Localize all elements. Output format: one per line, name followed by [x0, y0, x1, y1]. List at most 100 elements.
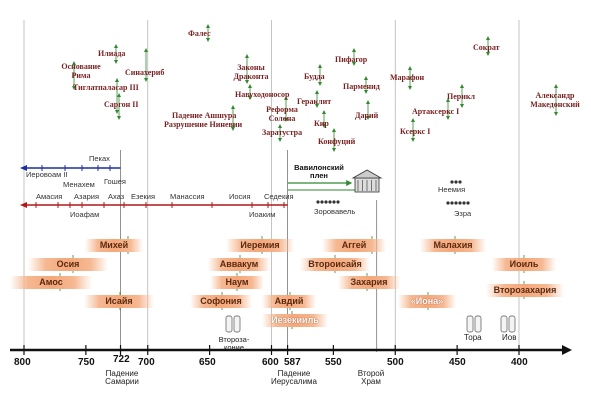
event-arrow-head-up-0 — [114, 44, 118, 48]
event-navuhodonosor: Навуходоносор — [235, 90, 290, 99]
event-reforma-solona: Реформа Солона — [266, 105, 298, 123]
king-goshea: Гошея — [104, 177, 126, 186]
event-arrow-head-up-19 — [411, 118, 415, 122]
ezra-group-person-3 — [458, 201, 462, 205]
ezra-group-person-1 — [450, 201, 454, 205]
event-arrow-head-down-21 — [446, 116, 450, 120]
event-arrow-head-down-3 — [144, 78, 148, 82]
event-arrow-head-up-21 — [446, 98, 450, 102]
event-arrow-head-down-2 — [115, 110, 119, 114]
neemiya-label: Неемия — [438, 185, 466, 194]
event-arrow-head-up-3 — [144, 48, 148, 52]
event-ilada: Илиада — [98, 49, 126, 58]
prophet-sofoniya: Софония — [190, 295, 252, 308]
prophet-iona: «Иона» — [398, 295, 456, 308]
event-arrow-head-up-13 — [322, 110, 326, 114]
book-iov: Иов — [502, 333, 517, 342]
zorovavel-group-person-0 — [316, 200, 320, 204]
zorovavel-group-person-2 — [324, 200, 328, 204]
event-aleksandr: Александр Македонский — [530, 91, 580, 109]
tick-450: 450 — [449, 357, 466, 368]
prophet-ieremiya: Иеремия — [226, 239, 294, 252]
caption-padenie-samarii: Падение Самарии — [105, 369, 139, 387]
prophet-iezekiil: Иезекииль — [262, 314, 328, 327]
babylonian-exile-label: Вавилонский плен — [294, 163, 344, 180]
event-arrow-head-down-15 — [352, 62, 356, 66]
event-arrow-head-down-12 — [315, 104, 319, 108]
event-arrow-head-down-4 — [117, 116, 121, 120]
prophet-osiya: Осия — [28, 258, 108, 271]
zorovavel-label: Зоровавель — [314, 207, 356, 216]
king-pekah: Пеках — [89, 154, 110, 163]
event-fales: Фалес — [188, 29, 211, 38]
caption-vtoroj-hram: Второй Храм — [357, 369, 385, 387]
zorovavel-group-person-5 — [336, 200, 340, 204]
ezra-group-person-4 — [462, 201, 466, 205]
king-ierovoam: Иеровоам II — [26, 170, 68, 179]
event-arrow-head-up-17 — [366, 100, 370, 104]
prophet-naum: Наум — [210, 276, 264, 289]
temple-roof-icon — [351, 169, 383, 179]
event-arrow-head-down-9 — [284, 118, 288, 122]
event-arrow-head-up-16 — [364, 76, 368, 80]
prophet-mihej: Михей — [85, 239, 143, 252]
king-iosiya: Иосия — [229, 192, 251, 201]
event-arrow-head-up-4 — [117, 93, 121, 97]
tick-500: 500 — [387, 357, 404, 368]
neemiya-group-person-2 — [458, 180, 462, 184]
tick-650: 650 — [199, 357, 216, 368]
event-arrow-head-down-7 — [248, 96, 252, 100]
event-arrow-head-up-20 — [460, 84, 464, 88]
prophet-isaiya: Исайя — [84, 295, 154, 308]
event-arrow-head-down-20 — [460, 104, 464, 108]
event-arrow-head-down-11 — [318, 82, 322, 86]
king-ioakim: Иоаким — [249, 210, 276, 219]
king-ahaz: Ахаз — [108, 192, 125, 201]
event-arrow-head-down-14 — [332, 148, 336, 152]
tick-700: 700 — [138, 357, 155, 368]
event-arrow-head-down-22 — [486, 52, 490, 56]
king-ezekiya: Езекия — [131, 192, 156, 201]
ezra-group-person-2 — [454, 201, 458, 205]
zorovavel-group-person-3 — [328, 200, 332, 204]
zorovavel-group-person-1 — [320, 200, 324, 204]
king-amasiya: Амасия — [36, 192, 63, 201]
event-arrow-head-down-19 — [411, 138, 415, 142]
south-kings-arrow — [20, 202, 27, 208]
event-arrow-head-down-8 — [231, 127, 235, 131]
event-sokrat: Сократ — [473, 43, 500, 52]
caption-padenie-ierusalima: Падение Иерусалима — [270, 369, 317, 387]
event-arrow-head-up-7 — [248, 84, 252, 88]
event-sinaherib: Синахериб — [125, 68, 165, 77]
king-sedekiya: Седекия — [264, 192, 294, 201]
event-arrow-head-up-15 — [352, 48, 356, 52]
event-kir: Кир — [314, 119, 329, 128]
event-arrow-head-up-10 — [278, 124, 282, 128]
event-razrushenie-ninevii: Разрушение Ниневии — [164, 120, 243, 129]
event-zakony-drakonta: Законы Драконта — [233, 63, 269, 81]
event-darij: Дарий — [355, 111, 379, 120]
event-arrow-head-down-0 — [114, 60, 118, 64]
event-arrow-head-up-22 — [486, 36, 490, 40]
prophet-vtoroisaiya: Второисайя — [300, 258, 370, 271]
tick-722: 722 — [113, 354, 130, 365]
event-osnovanie-rima: Основание Рима — [61, 62, 101, 80]
event-kserks: Ксеркс I — [400, 127, 431, 136]
neemiya-group-person-1 — [454, 180, 458, 184]
event-sargon: Саргон II — [104, 100, 139, 109]
prophet-amos: Амос — [10, 276, 92, 289]
event-arrow-head-down-10 — [278, 138, 282, 142]
event-arrow-head-down-1 — [72, 86, 76, 90]
tick-800: 800 — [14, 357, 31, 368]
event-arrow-head-down-17 — [366, 116, 370, 120]
event-arrow-head-down-13 — [322, 124, 326, 128]
tick-750: 750 — [78, 357, 95, 368]
vtorozakonie-scroll-icon-roll-a — [225, 315, 233, 333]
time-axis-arrow — [562, 345, 572, 355]
event-arrow-head-up-6 — [245, 54, 249, 58]
event-geraklit: Гераклит — [297, 97, 332, 106]
event-padenie-ashura: Падение Ашшура — [172, 111, 237, 120]
prophet-vtorozahariya: Второзахария — [486, 284, 564, 297]
